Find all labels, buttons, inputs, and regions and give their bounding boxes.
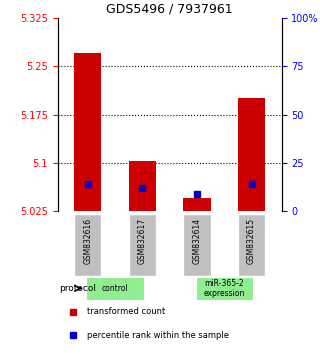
Text: miR-365-2
expression: miR-365-2 expression: [204, 279, 245, 298]
Text: percentile rank within the sample: percentile rank within the sample: [87, 331, 229, 339]
Bar: [74, 53, 101, 211]
Bar: [86, 277, 144, 300]
Bar: [183, 213, 211, 275]
Text: control: control: [101, 284, 128, 293]
Bar: [238, 98, 265, 211]
Text: GSM832614: GSM832614: [192, 218, 201, 264]
Bar: [74, 213, 101, 275]
Bar: [183, 199, 211, 211]
Text: GSM832617: GSM832617: [138, 218, 147, 264]
Bar: [238, 213, 265, 275]
Bar: [129, 213, 156, 275]
Text: protocol: protocol: [59, 284, 96, 293]
Bar: [196, 277, 253, 300]
Text: transformed count: transformed count: [87, 307, 165, 316]
Text: GSM832615: GSM832615: [247, 218, 256, 264]
Bar: [129, 161, 156, 211]
Text: GSM832616: GSM832616: [83, 218, 92, 264]
Title: GDS5496 / 7937961: GDS5496 / 7937961: [106, 2, 233, 15]
